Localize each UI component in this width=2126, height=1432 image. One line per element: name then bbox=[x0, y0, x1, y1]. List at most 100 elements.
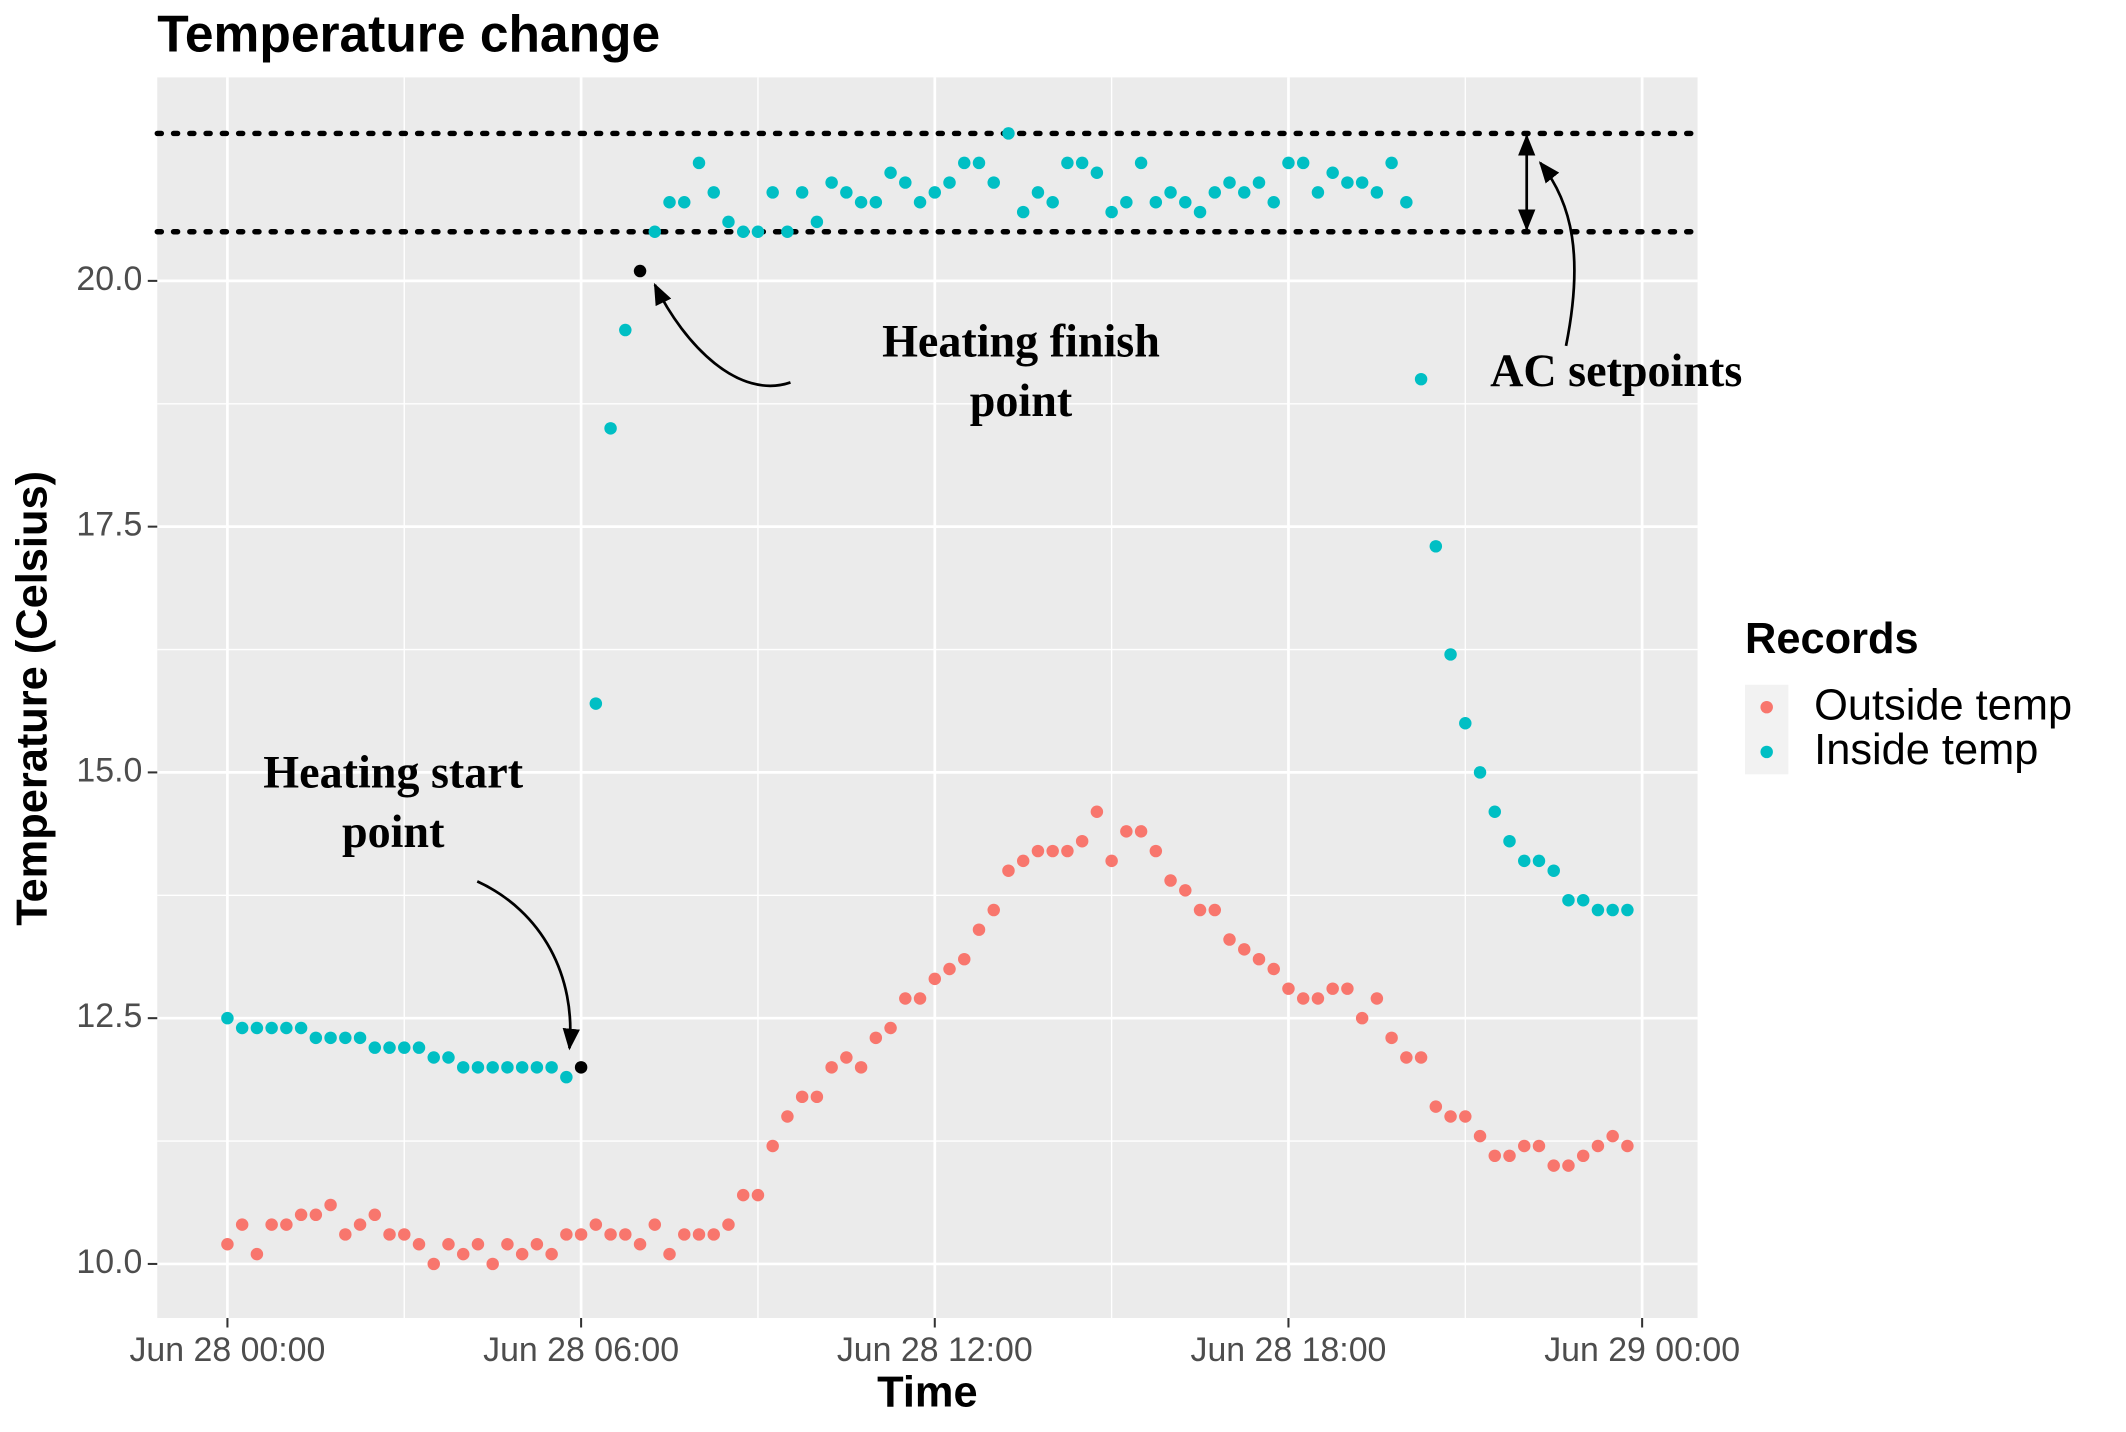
annotation-arrow bbox=[653, 282, 791, 388]
point bbox=[1429, 540, 1443, 553]
point bbox=[1473, 766, 1487, 779]
point bbox=[648, 225, 662, 238]
point bbox=[398, 1228, 411, 1241]
point bbox=[1002, 864, 1015, 877]
point bbox=[619, 323, 632, 337]
point bbox=[707, 186, 720, 199]
point bbox=[1400, 195, 1413, 209]
point bbox=[235, 1218, 249, 1231]
point bbox=[280, 1218, 293, 1231]
point bbox=[574, 1228, 588, 1241]
point bbox=[1326, 166, 1339, 179]
point bbox=[235, 1021, 249, 1035]
point bbox=[1238, 186, 1251, 199]
point bbox=[1105, 854, 1118, 868]
point bbox=[1193, 205, 1207, 219]
point bbox=[1134, 156, 1148, 170]
y-tick-label: 10.0 bbox=[76, 1243, 142, 1281]
point bbox=[309, 1208, 323, 1222]
point bbox=[692, 156, 706, 170]
x-tick-label: Jun 28 00:00 bbox=[129, 1331, 325, 1369]
point bbox=[1606, 903, 1619, 917]
point bbox=[1105, 205, 1118, 219]
point bbox=[736, 225, 750, 238]
point bbox=[1370, 992, 1384, 1005]
point bbox=[869, 1031, 883, 1045]
point bbox=[810, 215, 824, 229]
point bbox=[294, 1021, 308, 1035]
point bbox=[1311, 992, 1325, 1005]
point bbox=[633, 1238, 647, 1251]
point bbox=[1547, 1159, 1560, 1172]
point bbox=[1223, 933, 1236, 946]
point bbox=[398, 1041, 411, 1054]
point bbox=[1149, 844, 1163, 858]
point bbox=[928, 972, 942, 986]
point bbox=[265, 1021, 278, 1035]
legend-label: Inside temp bbox=[1814, 726, 2038, 774]
point bbox=[471, 1061, 485, 1074]
panel bbox=[157, 77, 1698, 1319]
point bbox=[456, 1247, 470, 1261]
point bbox=[1459, 717, 1472, 730]
point bbox=[1046, 195, 1059, 209]
point bbox=[515, 1247, 529, 1261]
point bbox=[913, 992, 927, 1005]
point bbox=[1267, 962, 1280, 976]
point bbox=[427, 1257, 440, 1271]
point bbox=[1591, 903, 1605, 917]
point bbox=[663, 1247, 676, 1261]
point bbox=[339, 1228, 352, 1241]
point bbox=[663, 195, 676, 209]
point bbox=[692, 1228, 706, 1241]
point bbox=[501, 1238, 514, 1251]
x-tick-label: Jun 28 12:00 bbox=[837, 1331, 1033, 1369]
point bbox=[1518, 1139, 1531, 1153]
point bbox=[383, 1041, 396, 1054]
point bbox=[1120, 825, 1133, 838]
point bbox=[1473, 1129, 1487, 1143]
point bbox=[250, 1247, 264, 1261]
point bbox=[958, 952, 971, 966]
point bbox=[736, 1188, 750, 1202]
point bbox=[1385, 156, 1398, 170]
point bbox=[1341, 176, 1354, 189]
annotation-text: Heating finish bbox=[882, 315, 1160, 366]
point bbox=[1164, 186, 1177, 199]
point bbox=[781, 225, 794, 238]
y-tick-label: 12.5 bbox=[76, 997, 142, 1035]
point bbox=[1400, 1051, 1413, 1064]
point bbox=[1179, 195, 1192, 209]
point bbox=[1311, 186, 1325, 199]
point bbox=[1075, 156, 1089, 170]
point bbox=[530, 1061, 544, 1074]
point bbox=[1606, 1129, 1619, 1143]
point bbox=[1075, 834, 1089, 848]
annotation-arrow bbox=[1538, 161, 1576, 347]
legend-marker bbox=[1760, 700, 1773, 714]
point bbox=[339, 1031, 352, 1045]
point bbox=[1576, 893, 1590, 907]
point bbox=[1179, 884, 1192, 897]
point bbox=[1503, 1149, 1516, 1163]
point bbox=[1326, 982, 1339, 995]
point bbox=[1046, 844, 1059, 858]
point bbox=[1355, 1011, 1369, 1025]
point bbox=[1444, 1110, 1457, 1123]
point bbox=[265, 1218, 278, 1231]
chart-title: Temperature change bbox=[157, 5, 660, 63]
point bbox=[1562, 893, 1575, 907]
point bbox=[1459, 1110, 1472, 1123]
point bbox=[1621, 903, 1634, 917]
legend-label: Outside temp bbox=[1814, 681, 2072, 729]
point bbox=[1090, 805, 1104, 818]
x-axis-title: Time bbox=[877, 1369, 977, 1417]
annotation-text: point bbox=[342, 806, 445, 857]
point bbox=[943, 176, 956, 189]
point bbox=[619, 1228, 632, 1241]
point bbox=[442, 1051, 455, 1064]
y-axis-title: Temperature (Celsius) bbox=[9, 471, 57, 926]
point bbox=[368, 1041, 382, 1054]
legend-title: Records bbox=[1745, 615, 1919, 663]
